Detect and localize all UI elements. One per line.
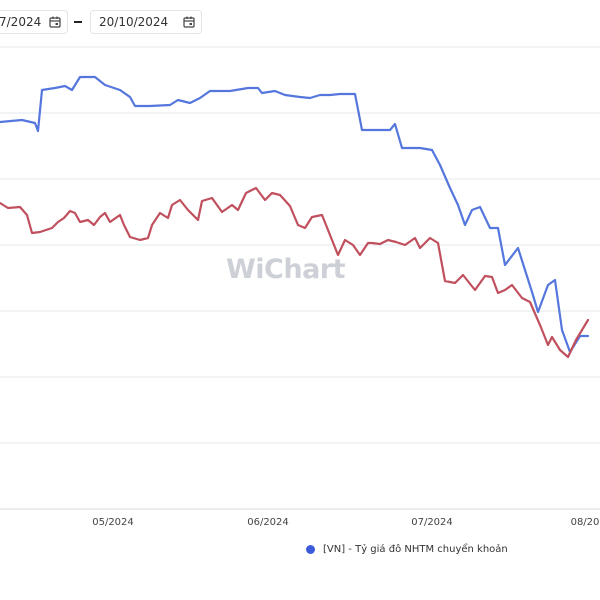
- date-range-separator: [74, 21, 82, 23]
- calendar-icon[interactable]: [49, 16, 61, 28]
- date-from-value: 7/2024: [0, 15, 42, 29]
- date-from-field[interactable]: 7/2024: [0, 10, 68, 34]
- x-tick-label: 08/20: [571, 517, 600, 528]
- date-to-field[interactable]: 20/10/2024: [90, 10, 202, 34]
- legend[interactable]: [VN] - Tỷ giá đô NHTM chuyển khoản: [306, 544, 508, 555]
- series-line-red[interactable]: [0, 186, 590, 359]
- x-tick-label: 07/2024: [411, 517, 453, 528]
- series-line-blue[interactable]: [0, 75, 590, 354]
- date-to-value: 20/10/2024: [99, 15, 169, 29]
- x-tick-label: 05/2024: [92, 517, 134, 528]
- x-tick-label: 06/2024: [247, 517, 289, 528]
- wichart-watermark-logo: WiChart: [226, 254, 346, 285]
- legend-label: [VN] - Tỷ giá đô NHTM chuyển khoản: [323, 544, 508, 555]
- calendar-icon[interactable]: [183, 16, 195, 28]
- legend-dot: [306, 545, 315, 554]
